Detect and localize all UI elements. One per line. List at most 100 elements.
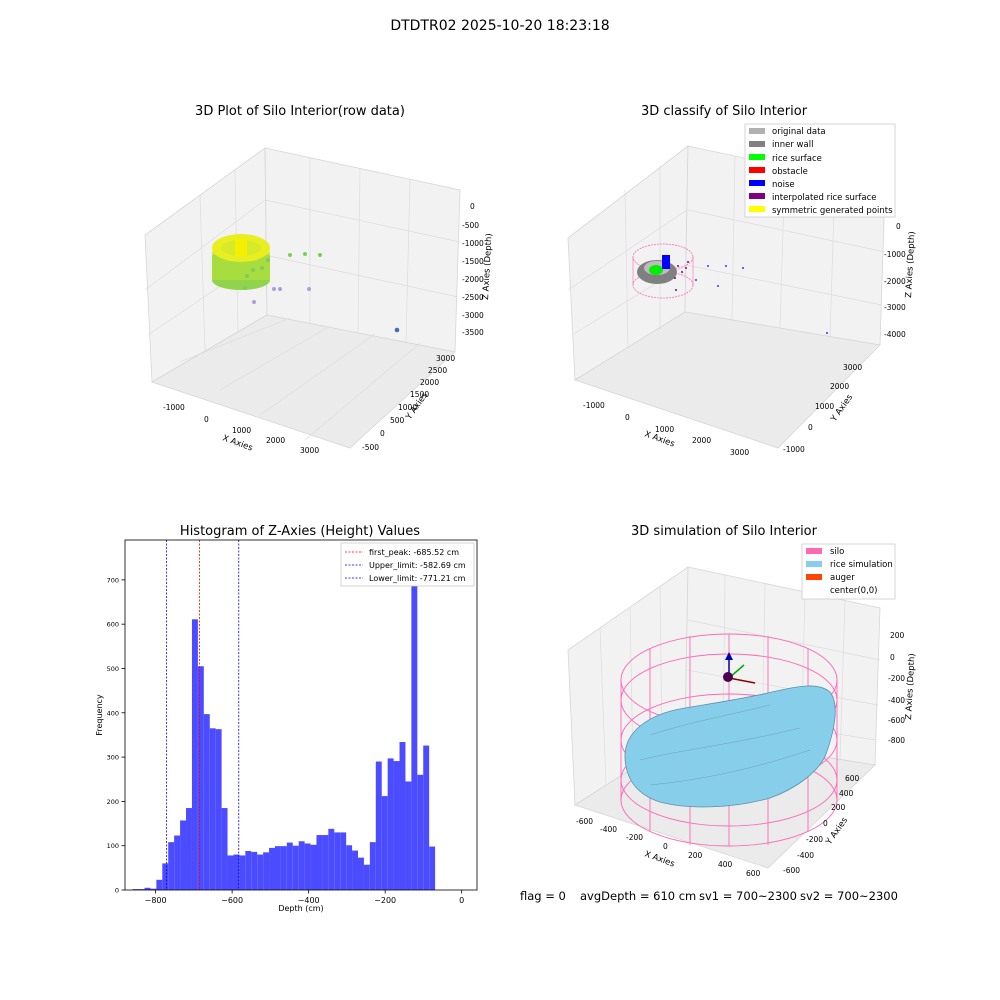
histogram-bar <box>156 879 163 890</box>
classify-legend-swatch <box>749 180 765 186</box>
histogram-bar <box>340 832 347 890</box>
simulation-xlabel: X Axies <box>643 849 676 869</box>
histogram-bar <box>405 781 412 890</box>
histogram-bar <box>257 854 264 890</box>
classify-ztick: 0 <box>896 222 901 231</box>
classify-ztick: -1000 <box>884 250 906 259</box>
classify-legend-items: original data inner wall rice surface ob… <box>749 127 893 216</box>
histogram-legend: first_peak: -685.52 cm Upper_limit: -582… <box>340 542 475 587</box>
classify-ytick: 3000 <box>843 363 862 372</box>
raw-ztick: -2000 <box>462 275 484 284</box>
simulation-zlabel: Z Axies (Depth) <box>904 653 917 720</box>
center-marker <box>723 672 733 682</box>
histogram-bar <box>180 820 187 890</box>
histogram-bar <box>423 745 430 890</box>
classify-legend-label: obstacle <box>772 167 808 177</box>
histogram-bar <box>322 835 329 890</box>
sim-ztick: -400 <box>888 696 905 705</box>
histogram-bar <box>280 846 287 890</box>
raw-ztick: -3000 <box>462 311 484 320</box>
histogram-bar <box>227 855 234 890</box>
histogram-ytick-label: 300 <box>107 754 119 762</box>
classify-ytick: 2000 <box>830 382 849 391</box>
figure-suptitle: DTDTR02 2025-10-20 18:23:18 <box>390 18 610 34</box>
simulation-legend-swatch <box>806 574 822 580</box>
histogram-bar <box>286 842 293 890</box>
status-sv1: sv1 = 700~2300 <box>699 889 797 903</box>
simulation-legend-label: auger <box>830 573 855 583</box>
histogram-title: Histogram of Z-Axies (Height) Values <box>179 524 421 539</box>
rice-simulation-surface <box>624 685 836 808</box>
sim-xtick: 600 <box>746 869 761 878</box>
status-avg-depth: avgDepth = 610 cm <box>580 889 697 903</box>
histogram-bar <box>233 854 240 890</box>
histogram-bar <box>334 832 341 890</box>
classify-ytick: -1000 <box>783 445 805 454</box>
simulation-3d-plot: silo rice simulation auger center(0,0) -… <box>567 543 917 878</box>
sim-ytick: 400 <box>839 789 854 798</box>
histogram-xtick-label: −200 <box>374 896 396 905</box>
raw-ztick: -3500 <box>462 328 484 337</box>
simulation-legend-label: silo <box>830 547 844 557</box>
histogram-bar <box>358 857 364 890</box>
sim-xtick: 0 <box>663 842 668 851</box>
histogram-bar <box>263 852 270 890</box>
histogram-bar <box>215 729 222 890</box>
histogram-xtick-label: −400 <box>298 896 320 905</box>
classify-legend-swatch <box>749 141 765 147</box>
histogram-bar <box>292 845 299 890</box>
raw-ytick: 500 <box>390 416 405 425</box>
classify-legend-label: original data <box>772 127 826 137</box>
classify-legend-label: noise <box>772 180 795 190</box>
histogram-bar <box>346 845 353 890</box>
histogram-bar <box>168 842 175 890</box>
histogram-legend-label: Lower_limit: -771.21 cm <box>369 574 466 583</box>
histogram-bar <box>387 758 394 890</box>
classify-ztick: -3000 <box>884 303 906 312</box>
histogram-bar <box>298 841 305 890</box>
histogram-bar <box>174 835 181 890</box>
raw-3d-plot: -1000 0 1000 2000 3000 -500 0 500 1000 1… <box>144 147 494 455</box>
classify-plot-title: 3D classify of Silo Interior <box>640 104 808 119</box>
histogram-bar <box>186 808 192 890</box>
classify-zlabel: Z Axies (Depth) <box>904 231 917 298</box>
raw-ytick: 0 <box>380 429 385 438</box>
classify-legend-label: interpolated rice surface <box>772 193 877 203</box>
histogram-bar <box>245 851 252 890</box>
histogram-bar <box>369 842 376 890</box>
histogram-ytick-label: 600 <box>107 621 119 629</box>
histogram-bar <box>203 714 210 890</box>
sim-ytick: -200 <box>806 835 823 844</box>
histogram-bar <box>363 864 370 890</box>
raw-xlabel: X Axies <box>221 433 254 453</box>
classify-legend-swatch <box>749 206 765 212</box>
histogram-xtick-label: −600 <box>221 896 243 905</box>
raw-xtick: 3000 <box>300 446 319 455</box>
classify-ytick: 1000 <box>815 402 834 411</box>
raw-ztick: -1000 <box>462 239 484 248</box>
histogram-ytick-label: 100 <box>107 842 119 850</box>
histogram-bar <box>375 761 382 890</box>
histogram-bar <box>429 846 436 890</box>
classify-legend-swatch <box>749 167 765 173</box>
histogram-bar <box>144 887 151 890</box>
histogram-bar <box>239 855 246 890</box>
raw-ytick: -500 <box>362 443 379 452</box>
sim-ytick: -600 <box>783 866 800 875</box>
status-sv2: sv2 = 700~2300 <box>800 889 898 903</box>
classify-legend-swatch <box>749 128 765 134</box>
histogram-bar <box>221 808 228 890</box>
sim-ztick: 200 <box>890 631 905 640</box>
raw-ytick: 1000 <box>398 403 417 412</box>
classify-ytick: 0 <box>808 423 813 432</box>
classify-xtick: 1000 <box>655 425 674 434</box>
histogram-bar <box>162 863 169 890</box>
classify-legend-label: inner wall <box>772 140 813 150</box>
raw-scatter-points <box>243 252 322 290</box>
histogram-bar <box>251 851 258 890</box>
histogram-bar <box>304 843 311 890</box>
classify-3d-plot: original data inner wall rice surface ob… <box>567 123 917 457</box>
histogram-ytick-label: 0 <box>115 887 119 895</box>
classify-xtick: 0 <box>625 413 630 422</box>
histogram-bar <box>197 666 204 890</box>
